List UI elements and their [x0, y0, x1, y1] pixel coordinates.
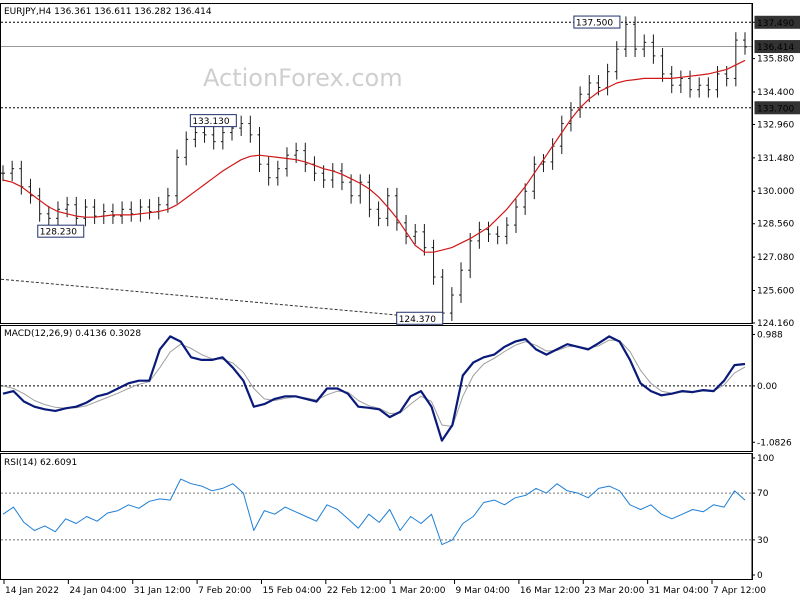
time-axis-label: 24 Jan 04:00	[69, 586, 126, 596]
price-panel: EURJPY,H4 136.361 136.611 136.282 136.41…	[0, 3, 800, 329]
trendline	[0, 278, 426, 319]
price-panel-frame	[0, 3, 753, 324]
macd-axis-tick-label: 0.988	[757, 330, 783, 340]
time-axis-label: 14 Jan 2022	[5, 586, 59, 596]
annotation-124.370-box	[396, 311, 444, 325]
macd-panel: MACD(12,26,9) 0.4136 0.3028 0.988 0.00 -1.…	[0, 325, 792, 452]
time-axis-label: 31 Mar 04:00	[649, 586, 709, 596]
rsi-axis-tick-label: 100	[757, 454, 774, 464]
time-axis-label: 1 Mar 20:00	[391, 586, 446, 596]
price-axis-tick-label: 124.160	[757, 319, 794, 329]
time-axis: 14 Jan 2022 24 Jan 04:00 31 Jan 12:00 7 Feb…	[3, 580, 766, 596]
annotation-128.230: 128.230	[40, 228, 77, 238]
time-axis-label: 7 Apr 12:00	[713, 586, 766, 596]
rsi-axis-tick-label: 70	[757, 489, 769, 499]
annotation-133.130-box	[189, 114, 237, 128]
moving-average-line	[2, 59, 746, 253]
price-axis-tick-label: 130.000	[757, 187, 794, 197]
macd-signal-line	[2, 339, 746, 427]
annotation-124.370: 124.370	[399, 315, 436, 325]
annotation-128.230-box	[37, 224, 85, 238]
time-axis-label: 9 Mar 04:00	[456, 586, 511, 596]
rsi-panel-frame	[0, 453, 753, 580]
time-axis-label: 23 Mar 20:00	[584, 586, 644, 596]
current-price-label-box	[754, 40, 800, 54]
price-axis-tick-label: 132.960	[757, 120, 794, 130]
macd-axis-tick-label: -1.0826	[757, 438, 792, 448]
price-axis-tick-label: 131.480	[757, 154, 794, 164]
price-axis-tick-label: 134.400	[757, 88, 794, 98]
annotation-137.500-box	[573, 15, 621, 29]
time-axis-label: 7 Feb 20:00	[198, 586, 252, 596]
time-axis-label: 16 Mar 12:00	[520, 586, 580, 596]
rsi-axis-tick-label: 30	[757, 536, 769, 546]
annotation-137.500: 137.500	[576, 19, 613, 29]
rsi-panel-title: RSI(14) 62.6091	[4, 458, 77, 468]
macd-line	[2, 335, 746, 442]
price-axis-tick-label: 135.880	[757, 55, 794, 65]
level-label-137.490-box	[754, 15, 800, 29]
price-axis-tick-label: 128.560	[757, 220, 794, 230]
price-panel-title: EURJPY,H4 136.361 136.611 136.282 136.41…	[4, 7, 212, 17]
rsi-line	[2, 478, 746, 546]
rsi-series-layer: 100 70 30 0	[1, 454, 774, 581]
macd-axis-tick-label: 0.00	[757, 382, 777, 392]
level-label-133.700-box	[754, 101, 800, 115]
price-series-layer: 137.490 135.880 134.400 132.960 131.480 130.0…	[0, 4, 800, 329]
macd-series-layer: 0.988 0.00 -1.0826	[1, 326, 792, 451]
time-axis-label: 31 Jan 12:00	[134, 586, 191, 596]
level-label-137.490: 137.490	[757, 19, 794, 29]
macd-panel-title: MACD(12,26,9) 0.4136 0.3028	[4, 329, 141, 339]
rsi-panel: RSI(14) 62.6091 100 70 30 0	[0, 453, 774, 581]
time-axis-label: 15 Feb 04:00	[262, 586, 321, 596]
annotation-133.130: 133.130	[192, 117, 229, 127]
current-price-label: 136.414	[757, 43, 794, 53]
watermark: ActionForex.com	[203, 64, 403, 92]
time-axis-label: 22 Feb 12:00	[327, 586, 386, 596]
rsi-axis-tick-label: 0	[757, 571, 763, 581]
level-label-133.700: 133.700	[757, 104, 794, 114]
macd-panel-frame	[0, 325, 753, 452]
price-axis-tick-label: 127.080	[757, 253, 794, 263]
price-axis-tick-label: 125.600	[757, 287, 794, 297]
